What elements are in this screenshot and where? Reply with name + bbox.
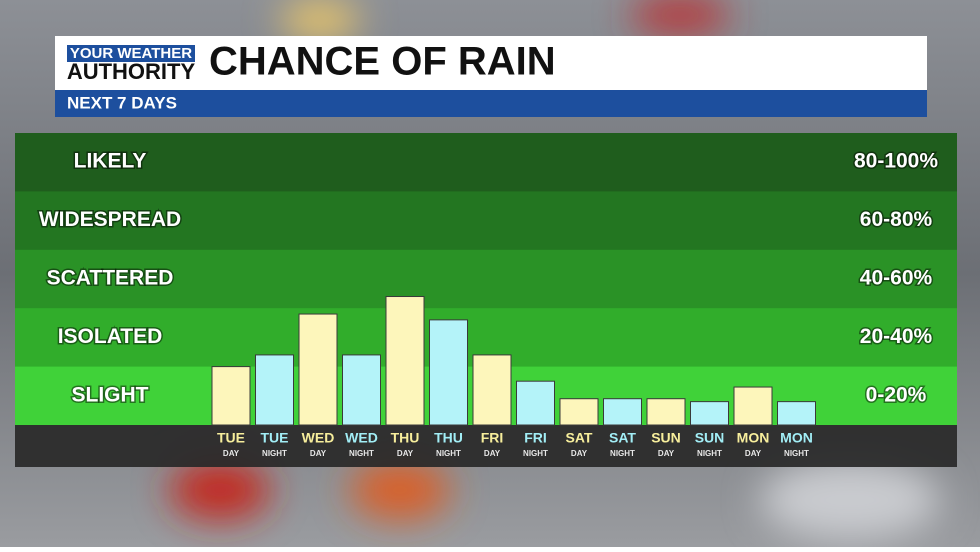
- x-tick-label: FRI: [481, 430, 504, 446]
- x-tick-label: TUE: [217, 430, 245, 446]
- x-tick-sublabel: NIGHT: [610, 449, 635, 458]
- range-label: 20-40%: [860, 325, 933, 348]
- x-tick-label: THU: [391, 430, 420, 446]
- x-tick-sublabel: DAY: [484, 449, 501, 458]
- x-tick-sublabel: NIGHT: [784, 449, 809, 458]
- chart-title: CHANCE OF RAIN: [209, 40, 556, 84]
- x-tick-label: MON: [737, 430, 770, 446]
- bar: [342, 354, 381, 426]
- band: [15, 249, 957, 309]
- x-tick-sublabel: NIGHT: [262, 449, 287, 458]
- bar: [429, 319, 468, 426]
- x-tick-label: WED: [345, 430, 378, 446]
- bar: [255, 354, 294, 426]
- x-tick-label: WED: [302, 430, 335, 446]
- bar: [733, 386, 773, 426]
- band-label: SCATTERED: [47, 267, 174, 290]
- band: [15, 133, 957, 192]
- x-tick-sublabel: DAY: [223, 449, 240, 458]
- x-tick-label: MON: [780, 430, 813, 446]
- x-tick-label: TUE: [261, 430, 289, 446]
- bar: [472, 354, 512, 426]
- logo-bottom: AUTHORITY: [67, 59, 196, 84]
- x-tick-label: FRI: [524, 430, 547, 446]
- subtitle-bar: [55, 90, 927, 117]
- x-tick-sublabel: DAY: [310, 449, 327, 458]
- x-tick-sublabel: NIGHT: [697, 449, 722, 458]
- bar: [211, 366, 251, 426]
- header-bar: [55, 36, 927, 91]
- range-label: 60-80%: [860, 208, 933, 231]
- bar: [385, 296, 425, 426]
- x-tick-sublabel: DAY: [745, 449, 762, 458]
- background-blur: [170, 0, 940, 540]
- band-label: WIDESPREAD: [39, 208, 181, 231]
- band: [15, 191, 957, 251]
- label-strip: [15, 425, 957, 467]
- bar: [559, 398, 599, 426]
- x-tick-sublabel: NIGHT: [436, 449, 461, 458]
- range-label: 40-60%: [860, 267, 933, 290]
- bar: [516, 380, 555, 426]
- x-tick-label: SUN: [695, 430, 725, 446]
- band-label: ISOLATED: [58, 325, 163, 348]
- band-label: SLIGHT: [72, 383, 149, 406]
- bar: [298, 313, 338, 426]
- x-tick-label: SAT: [609, 430, 636, 446]
- x-tick-sublabel: DAY: [571, 449, 588, 458]
- bar: [646, 398, 686, 426]
- x-tick-sublabel: NIGHT: [349, 449, 374, 458]
- logo-box: [67, 45, 195, 62]
- range-label: 0-20%: [866, 383, 927, 406]
- chart-subtitle: NEXT 7 DAYS: [67, 93, 177, 112]
- x-tick-label: SUN: [651, 430, 681, 446]
- bar: [690, 401, 729, 426]
- x-tick-label: THU: [434, 430, 463, 446]
- range-label: 80-100%: [854, 150, 938, 173]
- bar: [603, 398, 642, 426]
- x-tick-sublabel: DAY: [658, 449, 675, 458]
- logo-top: YOUR WEATHER: [70, 45, 192, 62]
- plot: LIKELY 80-100% WIDESPREAD 60-80% SCATTERED 40…: [15, 133, 957, 467]
- bar: [777, 401, 816, 426]
- x-tick-sublabel: NIGHT: [523, 449, 548, 458]
- x-tick-label: SAT: [566, 430, 593, 446]
- band-label: LIKELY: [74, 150, 147, 173]
- x-tick-sublabel: DAY: [397, 449, 414, 458]
